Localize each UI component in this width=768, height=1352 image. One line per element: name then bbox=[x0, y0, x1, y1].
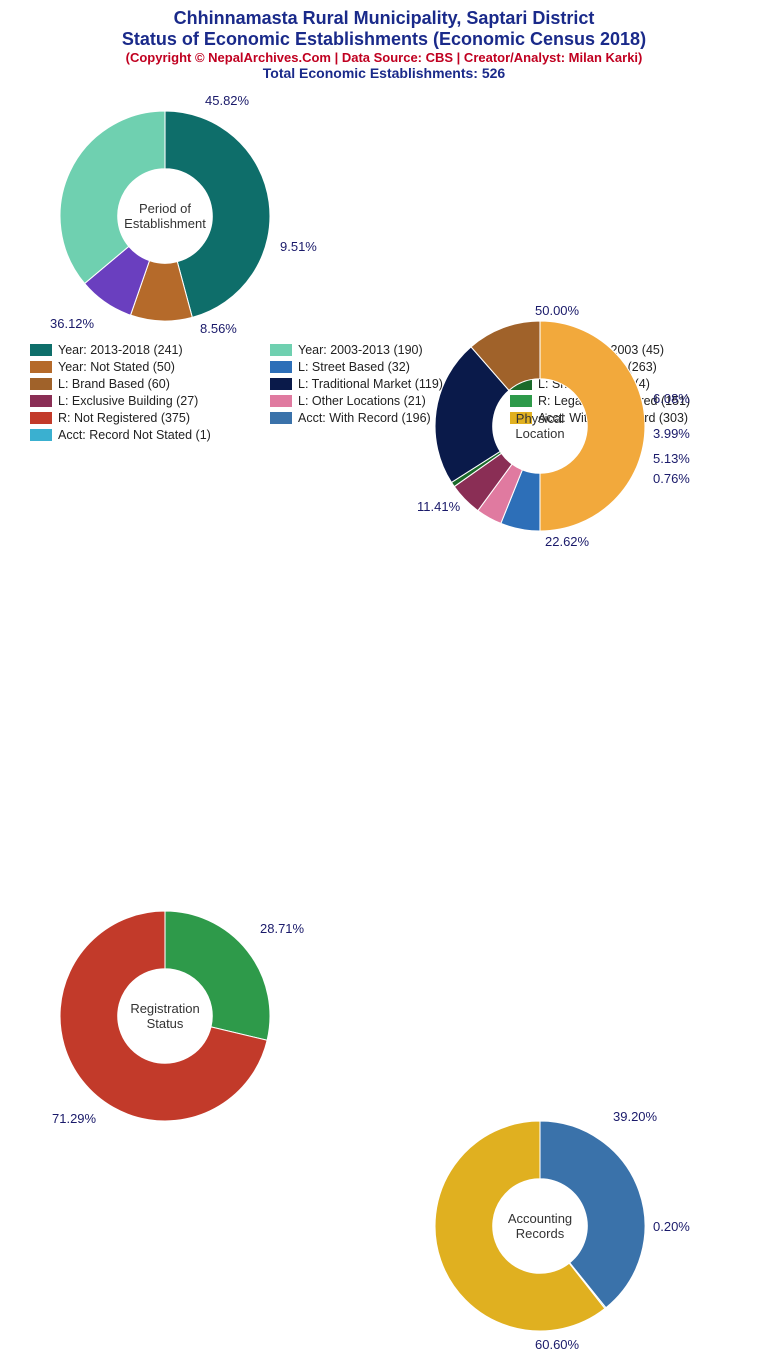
donut-slice bbox=[60, 111, 165, 284]
legend-swatch bbox=[30, 429, 52, 441]
legend-swatch bbox=[270, 361, 292, 373]
legend-label: L: Traditional Market (119) bbox=[298, 377, 443, 391]
donut-period: Period ofEstablishment45.82%9.51%8.56%36… bbox=[60, 111, 270, 321]
legend-label: L: Exclusive Building (27) bbox=[58, 394, 198, 408]
pct-label: 45.82% bbox=[205, 93, 249, 108]
legend-label: Acct: With Record (196) bbox=[298, 411, 431, 425]
legend-swatch bbox=[270, 344, 292, 356]
title-block: Chhinnamasta Rural Municipality, Saptari… bbox=[0, 0, 768, 81]
copyright-line: (Copyright © NepalArchives.Com | Data So… bbox=[0, 50, 768, 65]
donut-center-label: Period ofEstablishment bbox=[115, 201, 215, 231]
pct-label: 0.76% bbox=[653, 471, 690, 486]
legend-label: Year: 2013-2018 (241) bbox=[58, 343, 183, 357]
pct-label: 71.29% bbox=[52, 1111, 96, 1126]
legend-item: Year: Not Stated (50) bbox=[30, 360, 260, 374]
pct-label: 0.20% bbox=[653, 1219, 690, 1234]
legend-item: Acct: Record Not Stated (1) bbox=[30, 428, 260, 442]
legend-item: R: Not Registered (375) bbox=[30, 411, 260, 425]
legend-swatch bbox=[30, 395, 52, 407]
legend-swatch bbox=[30, 361, 52, 373]
legend-label: R: Not Registered (375) bbox=[58, 411, 190, 425]
pct-label: 6.08% bbox=[653, 391, 690, 406]
legend-swatch bbox=[30, 344, 52, 356]
charts-area: Year: 2013-2018 (241) Year: 2003-2013 (19… bbox=[0, 81, 768, 721]
pct-label: 5.13% bbox=[653, 451, 690, 466]
legend-label: L: Other Locations (21) bbox=[298, 394, 426, 408]
legend-item: L: Exclusive Building (27) bbox=[30, 394, 260, 408]
pct-label: 11.41% bbox=[417, 499, 460, 514]
donut-location: PhysicalLocation50.00%6.08%3.99%5.13%0.7… bbox=[435, 321, 645, 531]
legend-label: Acct: Record Not Stated (1) bbox=[58, 428, 211, 442]
pct-label: 60.60% bbox=[535, 1337, 579, 1352]
total-line: Total Economic Establishments: 526 bbox=[0, 65, 768, 81]
legend-item: L: Brand Based (60) bbox=[30, 377, 260, 391]
pct-label: 36.12% bbox=[50, 316, 94, 331]
legend-item: Year: 2013-2018 (241) bbox=[30, 343, 260, 357]
legend-label: L: Brand Based (60) bbox=[58, 377, 170, 391]
pct-label: 39.20% bbox=[613, 1109, 657, 1124]
pct-label: 9.51% bbox=[280, 239, 317, 254]
donut-center-label: AccountingRecords bbox=[490, 1211, 590, 1241]
title-line-2: Status of Economic Establishments (Econo… bbox=[0, 29, 768, 50]
legend-label: L: Street Based (32) bbox=[298, 360, 410, 374]
pct-label: 28.71% bbox=[260, 921, 304, 936]
legend-swatch bbox=[270, 412, 292, 424]
donut-registration: RegistrationStatus28.71%71.29% bbox=[60, 911, 270, 1121]
legend-label: Year: Not Stated (50) bbox=[58, 360, 175, 374]
title-line-1: Chhinnamasta Rural Municipality, Saptari… bbox=[0, 8, 768, 29]
legend-swatch bbox=[270, 395, 292, 407]
legend-swatch bbox=[30, 378, 52, 390]
pct-label: 8.56% bbox=[200, 321, 237, 336]
pct-label: 3.99% bbox=[653, 426, 690, 441]
donut-accounting: AccountingRecords39.20%0.20%60.60% bbox=[435, 1121, 645, 1331]
pct-label: 22.62% bbox=[545, 534, 589, 549]
donut-center-label: PhysicalLocation bbox=[490, 411, 590, 441]
legend-swatch bbox=[30, 412, 52, 424]
pct-label: 50.00% bbox=[535, 303, 579, 318]
legend-label: Year: 2003-2013 (190) bbox=[298, 343, 423, 357]
legend-swatch bbox=[270, 378, 292, 390]
donut-center-label: RegistrationStatus bbox=[115, 1001, 215, 1031]
